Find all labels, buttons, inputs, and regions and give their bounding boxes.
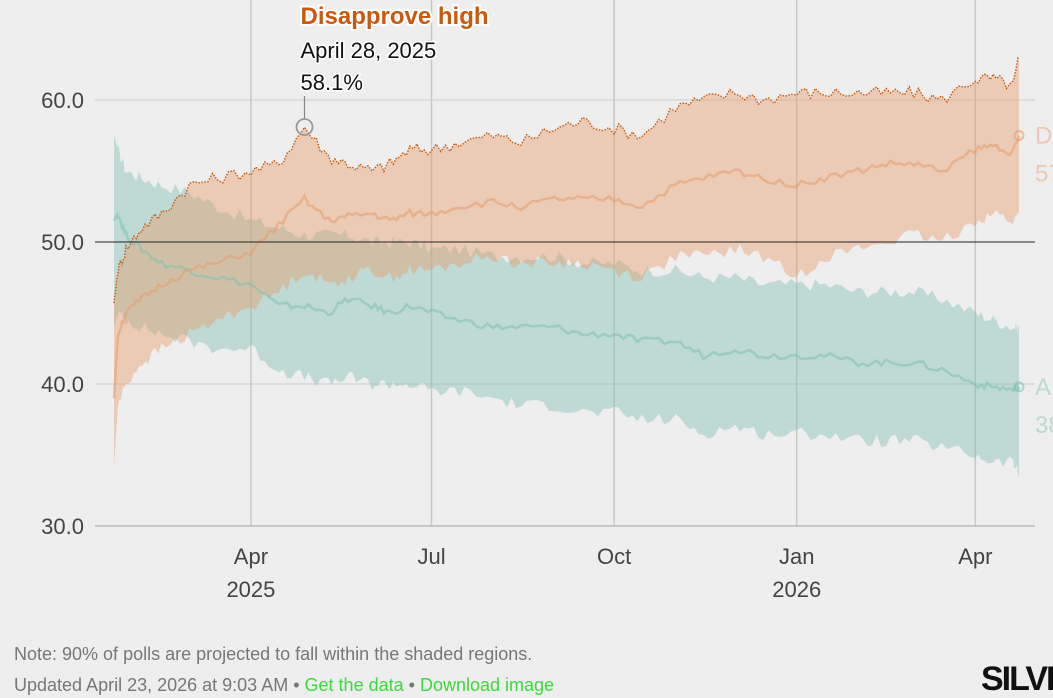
end-value-disapprove: 57 <box>1035 161 1053 188</box>
separator: • <box>293 675 300 695</box>
tooltip-date: April 28, 2025 <box>301 38 437 63</box>
tooltip-value: 58.1% <box>301 70 363 95</box>
separator: • <box>408 675 415 695</box>
x-tick-label: Apr <box>958 544 992 569</box>
x-tick-label: Oct <box>597 544 631 569</box>
download-image-link[interactable]: Download image <box>419 675 555 695</box>
footer-note: Note: 90% of polls are projected to fall… <box>14 644 533 664</box>
y-tick-label: 40.0 <box>41 372 84 397</box>
tooltip-title: Disapprove high <box>301 3 489 30</box>
end-marker-approve <box>1013 381 1025 393</box>
updated-timestamp: Updated April 23, 2026 at 9:03 AM <box>14 675 289 695</box>
brand-logo: SILVER <box>981 660 1053 698</box>
line-disapprove-high <box>113 56 1020 304</box>
line-disapprove-mean <box>112 135 1021 399</box>
end-label-approve: A <box>1035 374 1051 401</box>
y-tick-label: 50.0 <box>41 230 84 255</box>
x-tick-label: Apr <box>234 544 268 569</box>
line-approve-mean <box>112 211 1021 393</box>
axis-labels: 30.0 40.0 50.0 60.0 Apr 2025 Jul Oct Jan 2026 Apr <box>41 88 992 602</box>
footer-updated-row: Updated April 23, 2026 at 9:03 AM • Get … <box>14 675 554 696</box>
tooltip: Disapprove high April 28, 2025 58.1% <box>295 1 491 136</box>
series-lines <box>95 56 1035 399</box>
tooltip-marker <box>295 118 314 136</box>
x-tick-year-label: 2026 <box>772 577 821 602</box>
get-data-link[interactable]: Get the data <box>304 675 404 695</box>
confidence-bands <box>114 57 1019 477</box>
y-tick-label: 30.0 <box>41 514 84 539</box>
end-label-disapprove: Di <box>1035 123 1053 150</box>
x-tick-label: Jul <box>417 544 445 569</box>
end-marker-disapprove <box>1013 130 1025 141</box>
x-tick-label: Jan <box>779 544 814 569</box>
y-tick-label: 60.0 <box>41 88 84 113</box>
band-approve <box>114 135 1019 477</box>
x-tick-year-label: 2025 <box>226 577 275 602</box>
end-value-approve: 38 <box>1035 412 1053 439</box>
band-disapprove <box>114 57 1019 467</box>
end-labels: A 38 Di 57 <box>1013 123 1053 439</box>
